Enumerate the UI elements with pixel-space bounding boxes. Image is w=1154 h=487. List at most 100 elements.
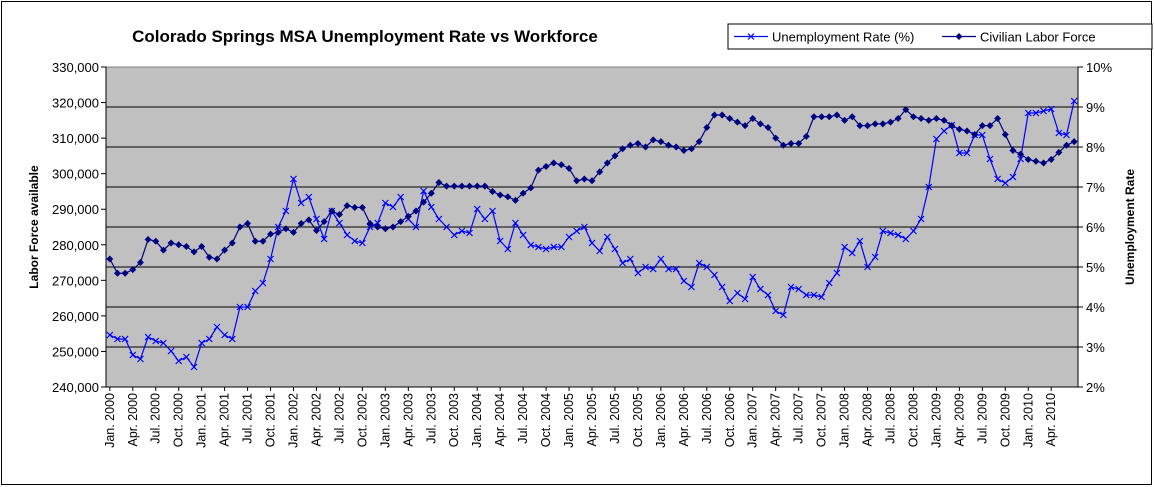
marker [787, 139, 795, 147]
marker [205, 335, 213, 343]
marker [695, 259, 703, 267]
marker [504, 193, 512, 201]
marker [1024, 155, 1032, 163]
marker [1001, 179, 1009, 187]
marker [687, 145, 695, 153]
marker [756, 285, 764, 293]
x-tick-label: Jan. 2003 [378, 393, 392, 448]
y-tick-label: 330,000 [52, 60, 99, 75]
marker [894, 231, 902, 239]
marker [144, 333, 152, 341]
marker [159, 246, 167, 254]
marker [228, 335, 236, 343]
marker [458, 227, 466, 235]
marker [925, 183, 933, 191]
marker [389, 203, 397, 211]
y2-tick-label: 3% [1086, 340, 1105, 355]
x-tick-label: Oct. 2004 [539, 393, 553, 447]
marker [994, 115, 1002, 123]
marker [550, 243, 558, 251]
marker [1032, 109, 1040, 117]
x-tick-label: Apr. 2003 [401, 393, 415, 447]
marker [228, 239, 236, 247]
marker [1055, 148, 1063, 156]
marker [274, 228, 282, 236]
marker [833, 269, 841, 277]
marker [894, 115, 902, 123]
y2-axis-label: Unemployment Rate [1123, 169, 1137, 285]
marker [1040, 107, 1047, 115]
x-tick-label: Apr. 2001 [218, 393, 232, 447]
marker [848, 249, 856, 257]
marker [818, 293, 826, 301]
marker [358, 239, 366, 247]
x-tick-label: Jul. 2004 [516, 393, 530, 444]
marker [573, 227, 581, 235]
marker [1001, 131, 1009, 139]
marker [902, 106, 910, 114]
marker [404, 212, 412, 220]
marker [649, 136, 657, 144]
marker [726, 297, 734, 305]
marker [343, 231, 351, 239]
marker [955, 149, 963, 157]
marker [747, 33, 755, 40]
marker [565, 164, 573, 172]
marker [328, 207, 336, 215]
marker [978, 131, 986, 139]
marker [557, 243, 565, 251]
marker [504, 245, 512, 253]
marker [336, 219, 343, 227]
x-tick-label: Jul. 2003 [424, 393, 438, 444]
marker [825, 113, 833, 121]
marker [374, 219, 382, 227]
x-tick-label: Jul. 2000 [149, 393, 163, 444]
x-tick-label: Jul. 2005 [608, 393, 622, 444]
marker [190, 363, 198, 371]
marker [818, 113, 826, 121]
marker [948, 122, 956, 130]
marker [397, 218, 405, 226]
marker [932, 115, 940, 123]
legend-box [727, 23, 1153, 50]
marker [1063, 131, 1070, 139]
marker [1070, 138, 1078, 146]
x-tick-label: Oct. 2003 [447, 393, 461, 447]
marker [603, 233, 611, 241]
marker [381, 199, 389, 207]
marker [450, 182, 458, 190]
marker [955, 125, 963, 133]
marker [282, 225, 290, 233]
x-tick-label: Oct. 2001 [264, 393, 278, 447]
marker [167, 347, 175, 355]
marker [274, 223, 282, 231]
marker [129, 351, 137, 359]
marker [496, 191, 504, 199]
y2-tick-label: 4% [1086, 300, 1105, 315]
marker [910, 227, 917, 235]
marker [680, 147, 688, 155]
marker [1063, 141, 1071, 149]
marker [779, 141, 787, 149]
chart-title: Colorado Springs MSA Unemployment Rate v… [132, 27, 598, 46]
y-tick-label: 260,000 [52, 309, 99, 324]
marker [251, 287, 259, 295]
x-tick-label: Jul. 2008 [883, 393, 897, 444]
marker [489, 187, 497, 195]
marker [749, 273, 757, 281]
marker [152, 237, 160, 245]
marker [427, 189, 435, 197]
x-tick-label: Jan. 2007 [746, 393, 760, 448]
marker [749, 115, 757, 123]
marker [343, 202, 351, 210]
marker [932, 135, 940, 143]
x-tick-label: Apr. 2008 [861, 393, 875, 447]
marker [489, 207, 496, 215]
marker [864, 263, 871, 271]
marker [940, 116, 948, 124]
marker [152, 337, 160, 345]
marker [626, 255, 634, 263]
x-tick-label: Oct. 2002 [355, 393, 369, 447]
marker [718, 111, 726, 119]
marker [435, 179, 443, 187]
